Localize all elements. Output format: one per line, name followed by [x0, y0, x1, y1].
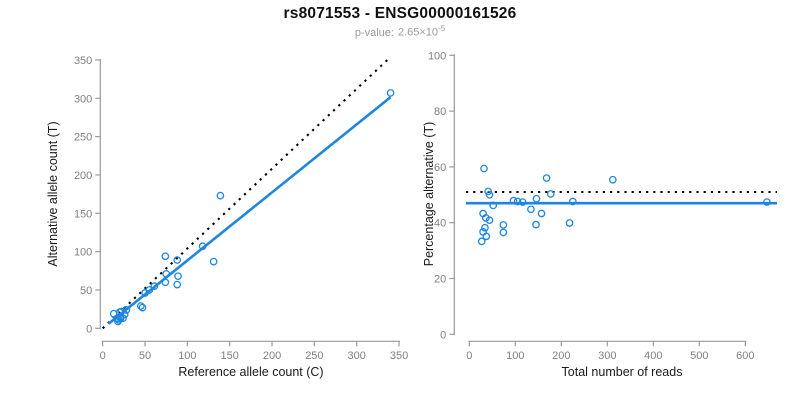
left-x-tick-label: 100	[178, 350, 196, 362]
left-y-axis-title: Alternative allele count (T)	[46, 121, 60, 266]
right-y-axis-title: Percentage alternative (T)	[422, 122, 436, 267]
left-data-point	[114, 317, 122, 326]
left-expected-ratio-line	[101, 56, 392, 330]
right-data-point	[537, 209, 546, 218]
left-y-tick-label: 300	[74, 93, 92, 105]
left-x-tick-label: 300	[348, 350, 366, 362]
right-data-point	[527, 205, 535, 214]
left-x-tick-label: 350	[390, 350, 408, 362]
left-x-tick-label: 0	[100, 350, 106, 362]
left-data-point	[115, 308, 124, 317]
right-data-point	[546, 190, 555, 198]
pvalue-mantissa: 2.65	[397, 26, 420, 39]
left-data-point	[161, 252, 170, 261]
right-x-tick-label: 300	[598, 350, 616, 362]
left-data-point	[161, 278, 170, 287]
right-x-tick-label: 0	[466, 350, 472, 362]
pvalue-label: p-value:	[354, 26, 394, 39]
right-data-point	[489, 201, 498, 210]
left-data-point	[216, 191, 225, 200]
right-data-point	[480, 164, 488, 173]
right-y-tick-label: 60	[434, 162, 446, 174]
right-y-tick-label: 100	[428, 50, 446, 62]
left-x-axis-title: Reference allele count (C)	[178, 365, 323, 379]
left-y-tick-label: 0	[86, 323, 92, 335]
right-y-tick-label: 80	[434, 106, 446, 118]
right-x-tick-label: 600	[736, 350, 754, 362]
left-data-point	[145, 286, 154, 294]
right-y-tick-label: 20	[434, 274, 446, 286]
left-y-tick-label: 100	[74, 247, 92, 259]
right-data-point	[499, 221, 508, 229]
left-data-point	[136, 302, 145, 310]
right-data-point	[484, 187, 493, 196]
right-x-tick-label: 500	[690, 350, 708, 362]
pvalue-times: ×10	[419, 26, 439, 39]
right-data-point	[763, 198, 771, 206]
left-y-tick-label: 250	[74, 132, 92, 144]
right-data-point	[477, 237, 486, 246]
right-x-tick-label: 100	[506, 350, 524, 362]
left-x-tick-label: 200	[263, 350, 281, 362]
left-data-point	[173, 256, 182, 264]
left-y-tick-label: 50	[80, 285, 92, 297]
left-data-point	[209, 257, 218, 266]
right-y-tick-label: 0	[440, 329, 446, 341]
right-data-point	[565, 219, 574, 227]
right-x-tick-label: 200	[552, 350, 570, 362]
left-data-point	[198, 242, 207, 251]
right-data-point	[499, 228, 508, 237]
right-data-point	[518, 198, 527, 206]
left-x-tick-label: 150	[221, 350, 239, 362]
right-data-point	[479, 228, 487, 236]
right-data-point	[481, 223, 489, 232]
left-y-tick-label: 150	[74, 208, 92, 220]
right-x-tick-label: 400	[644, 350, 662, 362]
right-data-point	[608, 175, 617, 184]
left-data-point	[386, 89, 395, 97]
right-data-point	[485, 216, 494, 225]
figure-title: rs8071553 - ENSG00000161526	[283, 5, 517, 22]
pvalue-subtitle: p-value: 2.65×10-5	[0, 24, 800, 39]
right-data-point	[509, 196, 518, 205]
right-data-point	[542, 174, 551, 182]
left-x-tick-label: 250	[305, 350, 323, 362]
right-data-point	[532, 194, 541, 203]
right-data-point	[568, 197, 577, 206]
left-data-point	[122, 306, 131, 314]
left-y-tick-label: 200	[74, 170, 92, 182]
left-data-point	[150, 282, 159, 290]
left-y-tick-label: 350	[74, 55, 92, 67]
pvalue-exponent: -5	[438, 24, 446, 33]
right-data-point	[532, 220, 540, 229]
left-data-point	[173, 280, 182, 289]
right-y-tick-label: 40	[434, 218, 446, 230]
left-fitted-line	[107, 96, 392, 325]
left-data-point	[138, 303, 147, 312]
right-x-axis-title: Total number of reads	[562, 365, 683, 379]
left-x-tick-label: 50	[139, 350, 151, 362]
right-data-point	[513, 197, 522, 206]
left-data-point	[162, 270, 171, 278]
left-data-point	[174, 272, 182, 281]
